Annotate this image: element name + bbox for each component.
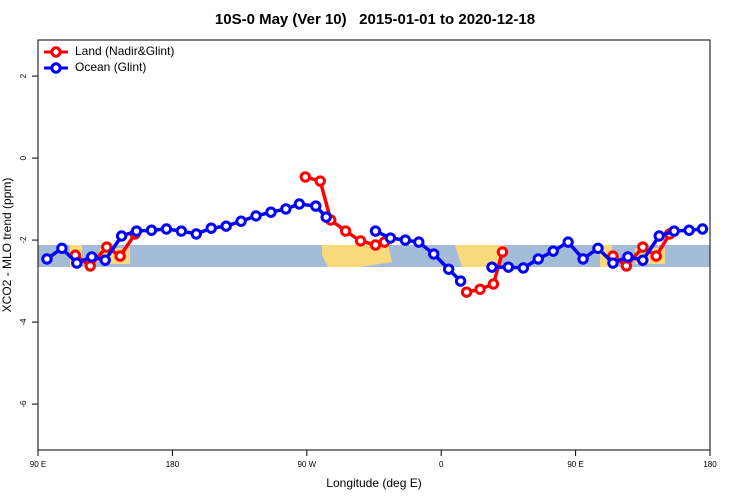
point [160,223,173,235]
point [175,225,188,237]
point [517,262,530,274]
point [428,248,440,260]
x-tick-label: 90 E [567,460,583,469]
point [637,254,649,266]
point [454,275,467,287]
point [339,225,352,237]
point [99,254,111,266]
point [413,236,425,248]
point [592,242,604,254]
point [354,235,367,247]
point [496,246,509,258]
point [190,228,202,240]
point [100,241,113,253]
point [41,253,53,265]
x-axis-label: Longitude (deg E) [326,476,421,490]
point [442,263,455,275]
point [250,210,262,222]
point [668,225,680,237]
y-tick-label: -6 [19,400,28,408]
point [84,260,96,272]
x-tick-label: 90 W [297,460,316,469]
point [369,239,382,251]
point [86,251,98,263]
y-tick-label: 0 [19,155,28,160]
legend-marker [50,46,62,58]
point [265,206,277,218]
point [460,286,473,298]
x-tick-label: 180 [703,460,717,469]
point [310,200,322,212]
point [299,171,312,183]
point [502,261,515,273]
chart-title: 10S-0 May (Ver 10) 2015-01-01 to 2020-12… [215,11,535,28]
x-tick-label: 0 [439,460,444,469]
point [474,283,486,295]
point [280,203,292,215]
point [650,250,662,262]
point [577,253,589,265]
point [399,234,412,246]
y-tick-label: -2 [19,236,28,244]
point [205,222,217,234]
point [384,232,397,244]
point [487,278,500,290]
point [114,250,126,262]
point [683,224,695,236]
y-axis-label: XCO2 - MLO trend (ppm) [0,178,14,313]
point [235,215,247,227]
legend-label: Land (Nadir&Glint) [75,44,174,58]
x-tick-label: 90 E [30,460,46,469]
point [130,225,143,237]
point [486,261,498,273]
point [547,245,559,257]
point [115,230,128,242]
point [369,225,382,237]
point [56,242,68,254]
point [145,224,158,236]
point [653,230,665,242]
point [607,257,619,269]
y-tick-label: 2 [19,73,28,78]
y-tick-label: -4 [19,318,28,326]
point [293,198,306,210]
point [562,236,574,248]
point [220,220,232,232]
plot-frame [37,39,711,451]
legend-label: Ocean (Glint) [75,60,146,74]
point [320,211,332,223]
legend-marker [50,62,62,74]
point [532,253,544,265]
point [622,251,634,263]
point [71,257,83,269]
point [637,241,649,253]
point [620,260,633,272]
point [314,175,326,187]
x-tick-label: 180 [166,460,180,469]
point [696,223,709,235]
